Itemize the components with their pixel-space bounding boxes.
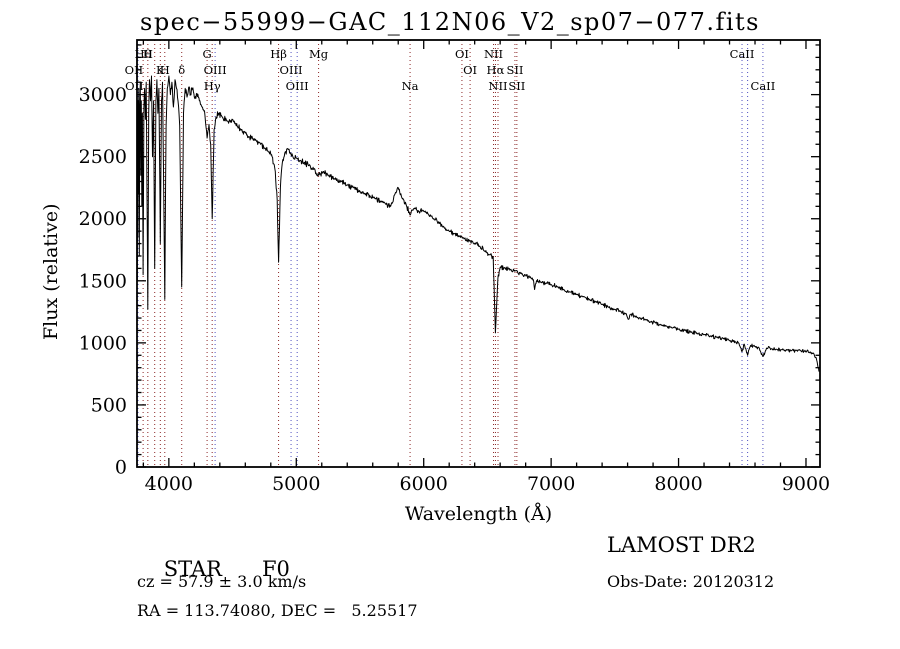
class-label: STAR <box>163 557 222 581</box>
obs-date: Obs-Date: 20120312 <box>607 572 775 591</box>
subclass-label: F0 <box>261 557 290 581</box>
svg-text:8000: 8000 <box>654 473 702 495</box>
svg-text:NII: NII <box>488 79 507 93</box>
svg-text:H: H <box>160 63 170 77</box>
y-axis-label: Flux (relative) <box>40 203 62 341</box>
svg-text:2500: 2500 <box>79 146 127 168</box>
svg-text:2000: 2000 <box>79 208 127 230</box>
plot-frame <box>136 39 821 468</box>
svg-text:OI: OI <box>455 47 469 61</box>
svg-text:9000: 9000 <box>782 473 830 495</box>
svg-text:OIII: OIII <box>286 79 309 93</box>
cz-value: cz = 57.9 ± 3.0 km/s <box>137 572 307 591</box>
svg-text:G: G <box>202 47 211 61</box>
svg-text:δ: δ <box>178 63 185 77</box>
svg-text:4000: 4000 <box>145 473 193 495</box>
object-class-line: STAR F0 <box>137 533 290 605</box>
svg-text:OIII: OIII <box>204 63 227 77</box>
svg-text:0: 0 <box>115 457 127 479</box>
svg-text:SII: SII <box>506 63 523 77</box>
svg-text:OI: OI <box>463 63 477 77</box>
svg-text:Hγ: Hγ <box>204 79 221 93</box>
survey-label: LAMOST DR2 <box>607 533 756 557</box>
svg-text:1500: 1500 <box>79 270 127 292</box>
svg-text:CaII: CaII <box>730 47 755 61</box>
x-axis-label: Wavelength (Å) <box>404 503 553 525</box>
axis-ticks <box>137 40 820 468</box>
svg-text:Hβ: Hβ <box>270 47 287 61</box>
svg-text:3000: 3000 <box>79 84 127 106</box>
svg-text:1000: 1000 <box>79 332 127 354</box>
svg-text:7000: 7000 <box>527 473 575 495</box>
y-tick-labels: 0 500 1000 1500 2000 2500 3000 <box>79 84 127 478</box>
svg-text:Mg: Mg <box>309 47 329 61</box>
spectral-line-markers <box>137 40 764 467</box>
svg-text:500: 500 <box>91 394 127 416</box>
svg-text:CaII: CaII <box>751 79 776 93</box>
svg-text:K: K <box>156 63 165 77</box>
svg-text:NII: NII <box>484 47 503 61</box>
ra-dec-value: RA = 113.74080, DEC = 5.25517 <box>137 601 418 620</box>
plot-title: spec−55999−GAC_112N06_V2_sp07−077.fits <box>140 8 760 36</box>
svg-text:6000: 6000 <box>400 473 448 495</box>
svg-text:SII: SII <box>508 79 525 93</box>
svg-text:H: H <box>143 47 153 61</box>
svg-text:OII: OII <box>125 63 144 77</box>
x-tick-labels: 4000 5000 6000 7000 8000 9000 <box>145 473 830 495</box>
svg-text:Na: Na <box>402 79 419 93</box>
svg-text:Hα: Hα <box>487 63 505 77</box>
svg-text:OIII: OIII <box>280 63 303 77</box>
svg-text:5000: 5000 <box>272 473 320 495</box>
spectrum-trace <box>136 75 820 372</box>
